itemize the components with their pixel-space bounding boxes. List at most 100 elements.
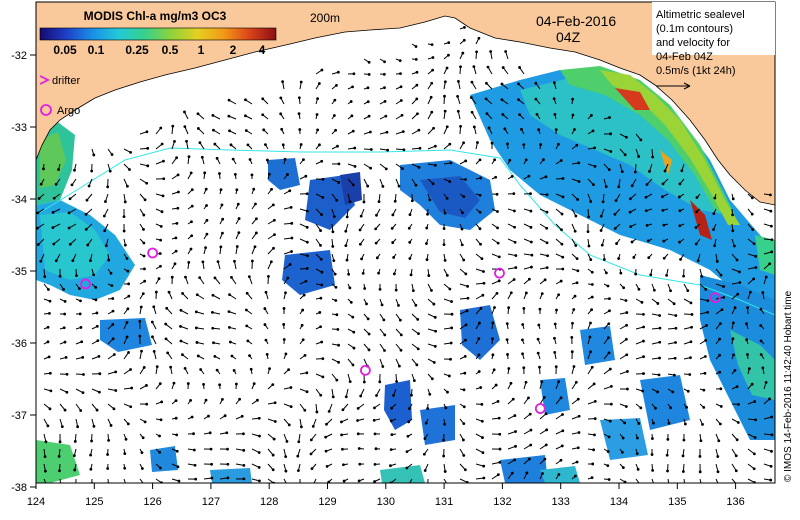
velocity-arrow-head [491, 321, 495, 325]
velocity-arrow-head [699, 439, 703, 443]
velocity-arrow-head [325, 422, 328, 426]
velocity-arrow-head [290, 250, 293, 253]
velocity-arrow-head [745, 338, 749, 342]
velocity-arrow-head [431, 182, 435, 186]
argo-float-marker[interactable] [359, 364, 371, 376]
velocity-arrow-head [764, 275, 768, 279]
velocity-arrow-head [247, 275, 251, 278]
velocity-arrow-head [411, 289, 415, 293]
velocity-arrow-head [445, 273, 449, 277]
velocity-arrow-head [174, 249, 178, 253]
velocity-arrow-head [183, 110, 186, 114]
velocity-arrow-head [254, 231, 258, 235]
velocity-arrow-head [270, 187, 273, 191]
lat-tick-label: -37 [11, 410, 27, 422]
velocity-arrow-head [463, 468, 467, 472]
velocity-arrow-head [449, 161, 453, 165]
velocity-arrow-head [111, 337, 115, 341]
velocity-arrow-head [496, 210, 499, 213]
velocity-arrow-head [140, 451, 144, 455]
velocity-arrow-head [175, 156, 179, 160]
velocity-arrow-head [253, 245, 257, 249]
argo-float-marker[interactable] [494, 267, 505, 279]
velocity-arrow-head [282, 323, 286, 326]
velocity-arrow-head [327, 410, 331, 413]
velocity-arrow-head [356, 406, 360, 410]
velocity-arrow-head [162, 159, 165, 163]
velocity-arrow-head [375, 256, 379, 260]
velocity-arrow-head [164, 322, 168, 326]
velocity-arrow-head [299, 143, 303, 146]
velocity-arrow-head [335, 378, 339, 382]
argo-float-marker[interactable] [80, 278, 91, 290]
velocity-arrow-head [152, 305, 156, 309]
velocity-arrow-head [240, 414, 244, 418]
velocity-arrow-head [607, 478, 611, 481]
velocity-arrow-head [72, 454, 76, 458]
velocity-arrow-head [335, 313, 339, 317]
velocity-arrow-head [476, 141, 479, 144]
velocity-arrow-head [759, 324, 763, 327]
velocity-arrow-head [126, 422, 130, 426]
argo-float-marker[interactable] [709, 292, 721, 304]
velocity-arrow-head [237, 231, 241, 235]
velocity-arrow-head [48, 371, 52, 375]
velocity-arrow-head [464, 178, 467, 181]
velocity-arrow-head [399, 348, 403, 352]
argo-float-marker[interactable] [147, 247, 159, 259]
velocity-arrow-head [177, 479, 181, 483]
velocity-arrow-head [495, 192, 499, 196]
velocity-arrow-head [289, 386, 293, 389]
velocity-arrow-head [337, 360, 340, 364]
velocity-arrow-head [658, 340, 662, 344]
velocity-arrow-head [557, 142, 560, 146]
velocity-arrow-head [47, 355, 51, 359]
velocity-arrow-head [397, 364, 401, 368]
lat-tick-label: -33 [11, 122, 27, 134]
velocity-arrow-head [770, 250, 774, 254]
velocity-arrow-head [389, 419, 393, 423]
velocity-arrow-head [576, 198, 580, 201]
velocity-arrow-head [289, 206, 293, 209]
velocity-arrow-head [540, 292, 544, 296]
velocity-arrow-head [296, 454, 300, 458]
velocity-arrow-head [463, 25, 466, 29]
velocity-arrow-head [398, 318, 402, 322]
velocity-arrow-head [341, 447, 344, 451]
velocity-arrow-head [192, 448, 196, 452]
velocity-arrow-head [258, 479, 261, 483]
velocity-arrow-head [349, 100, 353, 103]
lon-tick-label: 130 [377, 496, 395, 508]
velocity-arrow-head [591, 183, 595, 187]
velocity-arrow-head [770, 449, 773, 453]
velocity-arrow-head [65, 372, 69, 376]
velocity-arrow-head [509, 381, 513, 385]
velocity-arrow-head [587, 244, 591, 248]
velocity-arrow-head [408, 257, 412, 260]
velocity-arrow-head [250, 173, 254, 177]
velocity-arrow-head [415, 70, 419, 74]
velocity-arrow-head [514, 254, 518, 257]
colorbar-gradient [39, 27, 277, 41]
argo-float-marker[interactable] [534, 403, 546, 414]
velocity-arrow-head [104, 200, 107, 203]
velocity-arrow-head [479, 307, 483, 310]
velocity-arrow-head [429, 95, 433, 99]
velocity-arrow-head [424, 421, 428, 425]
velocity-arrow-head [620, 450, 624, 454]
velocity-arrow-head [357, 447, 361, 450]
velocity-arrow-head [305, 192, 309, 196]
velocity-arrow-head [573, 128, 576, 131]
velocity-arrow-head [759, 307, 763, 311]
velocity-arrow-head [506, 142, 509, 146]
velocity-arrow-head [529, 428, 533, 432]
velocity-arrow-head [545, 266, 549, 270]
velocity-arrow-head [512, 278, 516, 281]
velocity-arrow-head [462, 38, 466, 42]
velocity-arrow-head [656, 302, 660, 305]
velocity-arrow-head [478, 158, 482, 162]
velocity-arrow-head [106, 467, 110, 470]
velocity-arrow-head [682, 438, 686, 442]
velocity-arrow-head [752, 277, 756, 281]
